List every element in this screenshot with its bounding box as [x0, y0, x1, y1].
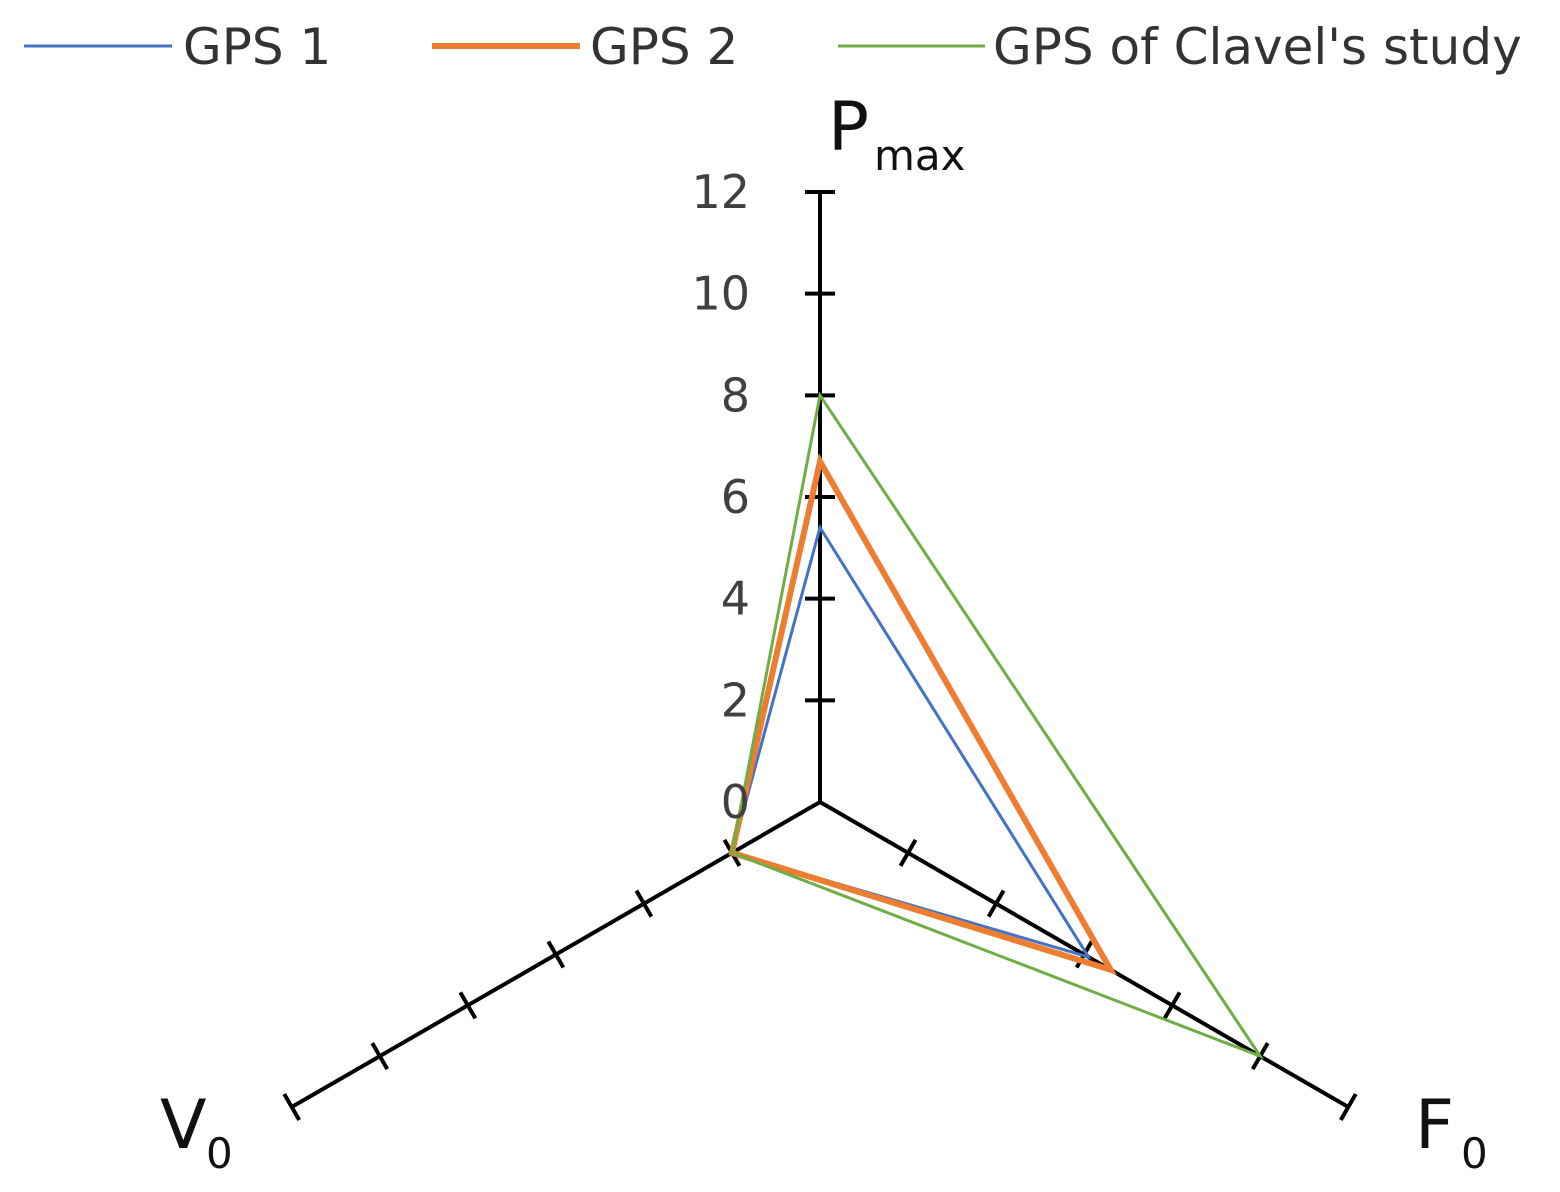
axis-tick-f0-8 — [1162, 991, 1182, 1020]
axis-tick-v0-10 — [370, 1042, 390, 1071]
legend-label: GPS of Clavel's study — [993, 18, 1522, 76]
series-line-2 — [728, 453, 1117, 975]
tick-label-0: 0 — [721, 775, 750, 829]
axis-tick-v0-4 — [634, 889, 654, 918]
tick-label-6: 6 — [721, 470, 750, 524]
legend-label: GPS 1 — [183, 18, 331, 76]
series-line-3 — [730, 391, 1265, 1060]
svg-text:V: V — [160, 1086, 207, 1165]
series-line-1 — [730, 523, 1092, 960]
legend-item-1: GPS 1 — [24, 18, 331, 76]
axis-tick-f0-2 — [898, 838, 918, 867]
legend-item-3: GPS of Clavel's study — [838, 18, 1522, 76]
legend-item-2: GPS 2 — [432, 18, 738, 76]
axes — [282, 190, 1358, 1121]
svg-text:0: 0 — [206, 1129, 233, 1178]
svg-text:0: 0 — [1461, 1129, 1488, 1178]
tick-label-4: 4 — [721, 572, 750, 626]
axis-tick-f0-12 — [1339, 1093, 1358, 1121]
svg-text:P: P — [828, 88, 869, 167]
svg-text:F: F — [1415, 1086, 1454, 1165]
series-layer — [728, 391, 1265, 1060]
legend-label: GPS 2 — [590, 18, 738, 76]
tick-label-12: 12 — [691, 165, 750, 219]
axis-tick-v0-6 — [546, 940, 566, 969]
tick-label-8: 8 — [721, 368, 750, 422]
axis-tick-v0-12 — [282, 1093, 301, 1121]
legend: GPS 1 GPS 2 GPS of Clavel's study — [24, 18, 1522, 76]
tick-label-10: 10 — [691, 267, 750, 321]
axis-tick-v0-8 — [458, 991, 478, 1020]
svg-text:max: max — [874, 131, 966, 180]
tick-label-2: 2 — [721, 673, 750, 727]
axis-tick-f0-4 — [986, 889, 1006, 918]
